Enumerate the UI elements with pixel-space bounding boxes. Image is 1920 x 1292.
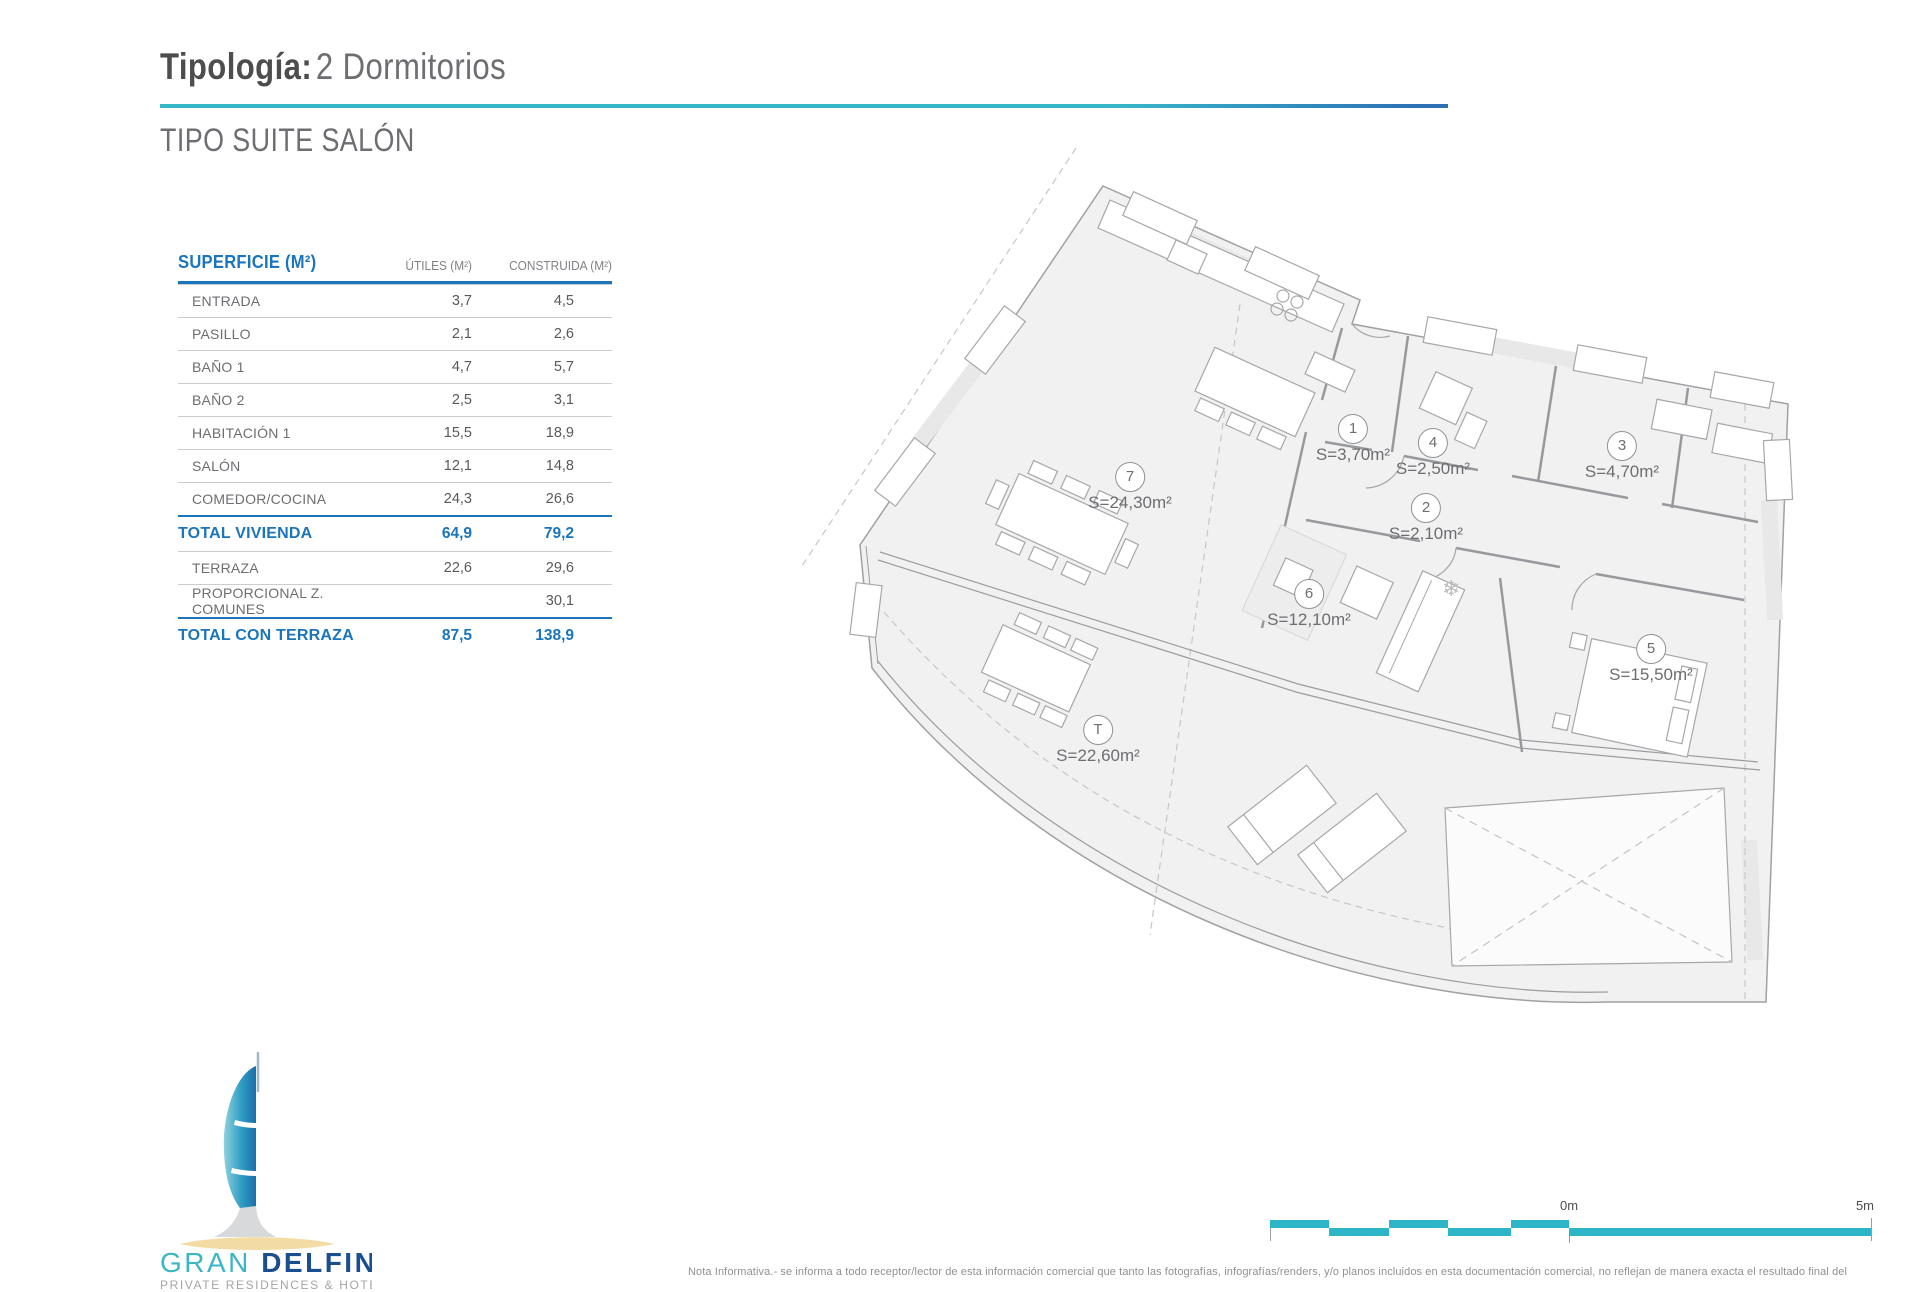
sofa-group xyxy=(1241,524,1466,693)
room-label-terraza: T S=22,60m² xyxy=(1056,715,1140,766)
table-row: BAÑO 1 4,7 5,7 xyxy=(178,350,612,383)
room-label-entrada: 1 S=3,70m² xyxy=(1316,414,1390,465)
interior-walls xyxy=(1260,327,1759,753)
table-row: HABITACIÓN 1 15,5 18,9 xyxy=(178,416,612,449)
col-utiles: ÚTILES (M²) xyxy=(405,259,472,273)
sun-lounger xyxy=(1226,764,1338,866)
typology-label: Tipología: xyxy=(160,46,313,87)
brand-name-primary: GRAN xyxy=(160,1247,251,1278)
sail-tower-icon xyxy=(180,1052,334,1250)
table-row: PASILLO 2,1 2,6 xyxy=(178,317,612,350)
col-superficie: SUPERFICIE (M²) xyxy=(178,252,317,272)
room-label-pasillo: 2 S=2,10m² xyxy=(1389,493,1463,544)
col-construida: CONSTRUIDA (M²) xyxy=(509,259,612,273)
dining-table xyxy=(984,459,1140,586)
outdoor-table xyxy=(980,611,1099,729)
table-row-total-vivienda: TOTAL VIVIENDA 64,9 79,2 xyxy=(178,515,612,551)
surface-table: SUPERFICIE (M²) ÚTILES (M²) CONSTRUIDA (… xyxy=(178,252,612,653)
room-label-bano1: 4 S=2,50m² xyxy=(1396,428,1470,479)
entry-closet xyxy=(1304,351,1356,393)
unit-type-subtitle: TIPO SUITE SALÓN xyxy=(160,122,415,158)
sun-lounger xyxy=(1296,792,1408,894)
scale-five-label: 5m xyxy=(1855,1198,1874,1213)
svg-text:GRAN DELFIN: GRAN DELFIN xyxy=(160,1247,372,1278)
room-label-habitacion: 5 S=15,50m² xyxy=(1609,634,1693,685)
table-row: ENTRADA 3,7 4,5 xyxy=(178,284,612,317)
table-row: PROPORCIONAL Z. COMUNES 30,1 xyxy=(178,584,612,617)
scale-bar: 0m 5m xyxy=(1270,1198,1874,1244)
room-label-comedor: 7 S=24,30m² xyxy=(1088,462,1172,513)
surface-table-header: SUPERFICIE (M²) ÚTILES (M²) CONSTRUIDA (… xyxy=(178,252,612,284)
table-row: TERRAZA 22,6 29,6 xyxy=(178,551,612,584)
room-label-salon: 6 S=12,10m² xyxy=(1267,579,1351,630)
brand-tagline: PRIVATE RESIDENCES & HOTEL xyxy=(160,1278,372,1292)
ac-unit-icon: ❄ xyxy=(1442,576,1460,601)
bath-fixtures xyxy=(1418,370,1488,450)
window-wall xyxy=(877,551,1761,771)
page-title: Tipología: 2 Dormitorios xyxy=(160,46,506,88)
room-label-bano2: 3 S=4,70m² xyxy=(1585,431,1659,482)
accent-divider xyxy=(160,104,1448,108)
scale-bar-graphic xyxy=(1270,1218,1872,1243)
typology-value: 2 Dormitorios xyxy=(315,46,507,87)
table-row-total-terraza: TOTAL CON TERRAZA 87,5 138,9 xyxy=(178,617,612,653)
kitchen-island xyxy=(1194,346,1316,451)
wall-piers xyxy=(849,190,1794,639)
table-row: COMEDOR/COCINA 24,3 26,6 xyxy=(178,482,612,515)
table-row: BAÑO 2 2,5 3,1 xyxy=(178,383,612,416)
table-row: SALÓN 12,1 14,8 xyxy=(178,449,612,482)
crossed-area xyxy=(1444,787,1733,967)
dashed-lines xyxy=(801,147,1746,1000)
scale-zero-label: 0m xyxy=(1559,1198,1579,1213)
closets xyxy=(1650,398,1774,465)
brand-logo: GRAN DELFIN PRIVATE RESIDENCES & HOTEL xyxy=(160,1052,372,1292)
bed-main xyxy=(1551,631,1708,758)
brand-name-secondary: DELFIN xyxy=(261,1247,372,1278)
legal-note: Nota Informativa.- se informa a todo rec… xyxy=(688,1266,1848,1278)
